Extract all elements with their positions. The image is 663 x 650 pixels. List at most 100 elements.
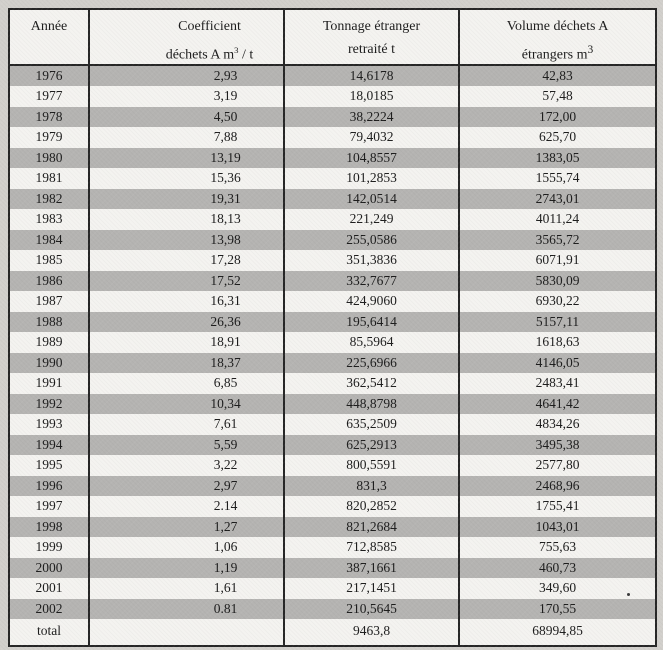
cell-volume: 6071,91 <box>458 250 657 271</box>
cell-year: 1978 <box>8 106 90 128</box>
cell-coeff: 1,27 <box>88 516 285 538</box>
table-row: 1995 3,22 800,5591 2577,80 <box>8 455 657 476</box>
cell-tonnage: 821,2684 <box>283 516 460 538</box>
cell-coeff: 13,98 <box>88 229 285 251</box>
table-row: 1992 10,34 448,8798 4641,42 <box>8 393 657 415</box>
header-volume: Volume déchets A étrangers m3 <box>458 9 657 66</box>
table-row: 1984 13,98 255,0586 3565,72 <box>8 229 657 251</box>
cell-coeff: 16,31 <box>88 291 285 312</box>
cell-coeff: 6,85 <box>88 373 285 394</box>
cell-coeff: 18,37 <box>88 352 285 374</box>
cell-tonnage: 221,249 <box>283 209 460 230</box>
cell-coeff <box>88 619 285 647</box>
cell-coeff: 1,19 <box>88 557 285 579</box>
cell-tonnage: 255,0586 <box>283 229 460 251</box>
cell-tonnage: 210,5645 <box>283 598 460 620</box>
ink-dot-artifact <box>627 593 630 596</box>
cell-volume: 755,63 <box>458 537 657 558</box>
header-coefficient-line2: déchets A m3 / t <box>90 42 283 64</box>
cell-year: 1986 <box>8 270 90 292</box>
cell-volume: 349,60 <box>458 578 657 599</box>
cell-tonnage: 14,6178 <box>283 64 460 87</box>
cell-tonnage: 820,2852 <box>283 496 460 517</box>
cell-tonnage: 18,0185 <box>283 86 460 107</box>
cell-coeff: 15,36 <box>88 168 285 189</box>
cell-coeff: 7,61 <box>88 414 285 435</box>
table-row: 1985 17,28 351,3836 6071,91 <box>8 250 657 271</box>
cell-coeff: 19,31 <box>88 188 285 210</box>
cell-year: 1991 <box>8 373 90 394</box>
table-header: Année Coefficient déchets A m3 / t Tonna… <box>8 9 657 66</box>
cell-year: 1981 <box>8 168 90 189</box>
cell-volume: 4641,42 <box>458 393 657 415</box>
table-row: 1982 19,31 142,0514 2743,01 <box>8 188 657 210</box>
table-row: 1996 2,97 831,3 2468,96 <box>8 475 657 497</box>
table-row: 1989 18,91 85,5964 1618,63 <box>8 332 657 353</box>
cell-tonnage: 217,1451 <box>283 578 460 599</box>
cell-volume: 5157,11 <box>458 311 657 333</box>
cell-tonnage: 9463,8 <box>283 619 460 647</box>
cell-tonnage: 712,8585 <box>283 537 460 558</box>
table-row-total: total 9463,8 68994,85 <box>8 619 657 647</box>
cell-tonnage: 635,2509 <box>283 414 460 435</box>
header-tonnage: Tonnage étranger retraité t <box>283 9 460 66</box>
cell-tonnage: 79,4032 <box>283 127 460 148</box>
cell-year: 1989 <box>8 332 90 353</box>
cell-year: 1995 <box>8 455 90 476</box>
cell-year: 2000 <box>8 557 90 579</box>
cell-volume: 460,73 <box>458 557 657 579</box>
cell-volume: 2483,41 <box>458 373 657 394</box>
cell-year: 1999 <box>8 537 90 558</box>
table-row: 1988 26,36 195,6414 5157,11 <box>8 311 657 333</box>
cell-volume: 4011,24 <box>458 209 657 230</box>
cell-volume: 1043,01 <box>458 516 657 538</box>
table-row: 1976 2,93 14,6178 42,83 <box>8 64 657 87</box>
cell-coeff: 1,06 <box>88 537 285 558</box>
table-row: 1986 17,52 332,7677 5830,09 <box>8 270 657 292</box>
header-coefficient-unit-suffix: / t <box>238 47 254 63</box>
cell-tonnage: 38,2224 <box>283 106 460 128</box>
header-coefficient-unit-exponent: 3 <box>234 45 239 55</box>
cell-coeff: 4,50 <box>88 106 285 128</box>
cell-tonnage: 351,3836 <box>283 250 460 271</box>
cell-volume: 3565,72 <box>458 229 657 251</box>
cell-volume: 6930,22 <box>458 291 657 312</box>
cell-coeff: 18,13 <box>88 209 285 230</box>
cell-tonnage: 831,3 <box>283 475 460 497</box>
cell-tonnage: 387,1661 <box>283 557 460 579</box>
cell-year: 1987 <box>8 291 90 312</box>
table-row: 1990 18,37 225,6966 4146,05 <box>8 352 657 374</box>
cell-year: 1977 <box>8 86 90 107</box>
cell-coeff: 18,91 <box>88 332 285 353</box>
cell-volume: 4834,26 <box>458 414 657 435</box>
table-row: 1987 16,31 424,9060 6930,22 <box>8 291 657 312</box>
cell-tonnage: 424,9060 <box>283 291 460 312</box>
cell-coeff: 2,93 <box>88 64 285 87</box>
cell-volume: 1618,63 <box>458 332 657 353</box>
cell-year: 1984 <box>8 229 90 251</box>
table-row: 1980 13,19 104,8557 1383,05 <box>8 147 657 169</box>
cell-year: total <box>8 619 90 647</box>
cell-year: 1993 <box>8 414 90 435</box>
cell-year: 2001 <box>8 578 90 599</box>
cell-coeff: 13,19 <box>88 147 285 169</box>
header-tonnage-line1: Tonnage étranger <box>322 19 421 34</box>
header-volume-unit-prefix: étrangers m <box>521 47 588 63</box>
cell-volume: 2468,96 <box>458 475 657 497</box>
cell-year: 1990 <box>8 352 90 374</box>
cell-volume: 1755,41 <box>458 496 657 517</box>
cell-volume: 42,83 <box>458 64 657 87</box>
cell-tonnage: 104,8557 <box>283 147 460 169</box>
header-year-label: Année <box>30 19 68 34</box>
cell-year: 1992 <box>8 393 90 415</box>
cell-coeff: 1,61 <box>88 578 285 599</box>
header-volume-line1: Volume déchets A <box>506 19 609 34</box>
cell-year: 1980 <box>8 147 90 169</box>
cell-year: 1998 <box>8 516 90 538</box>
cell-coeff: 26,36 <box>88 311 285 333</box>
cell-coeff: 0.81 <box>88 598 285 620</box>
cell-volume: 2743,01 <box>458 188 657 210</box>
header-volume-unit-exponent: 3 <box>587 44 594 56</box>
table-row: 1983 18,13 221,249 4011,24 <box>8 209 657 230</box>
header-year: Année <box>8 9 90 66</box>
